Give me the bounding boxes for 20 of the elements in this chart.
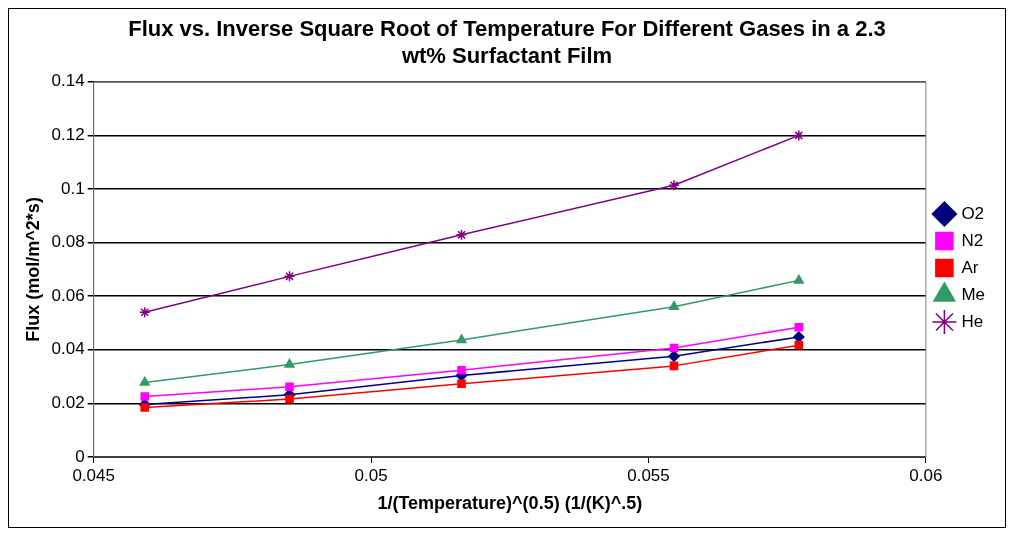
y-tick-label: 0 <box>75 446 85 466</box>
chart-title: Flux vs. Inverse Square Root of Temperature For Different Gases in a 2.3 wt% Surfactant Film <box>128 16 886 68</box>
y-tick-label: 0.08 <box>51 232 85 252</box>
x-tick-label: 0.045 <box>72 465 115 485</box>
y-tick-label: 0.12 <box>51 125 85 145</box>
x-tick-label: 0.055 <box>627 465 670 485</box>
y-tick-label: 0.04 <box>51 339 85 359</box>
x-axis-title: 1/(Temperature)^(0.5) (1/(K)^.5) <box>377 493 643 514</box>
legend-label: N2 <box>961 230 984 250</box>
y-tick-label: 0.02 <box>51 393 85 413</box>
legend-label: Ar <box>961 257 979 277</box>
x-tick-label: 0.06 <box>909 465 943 485</box>
y-axis-title: Flux (mol/m^2*s) <box>22 197 43 342</box>
legend-label: Me <box>961 284 986 304</box>
legend-label: He <box>961 311 984 331</box>
legend-label: O2 <box>961 203 985 223</box>
x-tick-label: 0.05 <box>354 465 388 485</box>
y-tick-label: 0.14 <box>51 71 85 91</box>
y-tick-label: 0.1 <box>61 178 85 198</box>
y-tick-label: 0.06 <box>51 285 85 305</box>
